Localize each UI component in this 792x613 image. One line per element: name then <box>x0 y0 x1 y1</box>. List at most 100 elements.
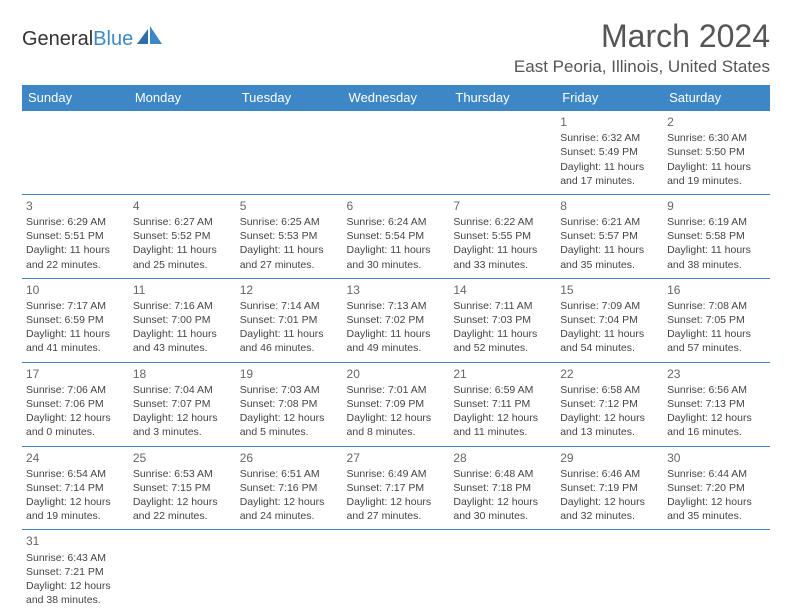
sunset-text: Sunset: 7:15 PM <box>133 481 232 495</box>
sunset-text: Sunset: 7:11 PM <box>453 397 552 411</box>
weekday-header: Friday <box>556 85 663 111</box>
daylight-text: Daylight: 11 hours and 46 minutes. <box>240 327 339 355</box>
calendar-cell: 21Sunrise: 6:59 AMSunset: 7:11 PMDayligh… <box>449 362 556 446</box>
sunrise-text: Sunrise: 7:13 AM <box>347 299 446 313</box>
calendar-cell: 27Sunrise: 6:49 AMSunset: 7:17 PMDayligh… <box>343 446 450 530</box>
sunset-text: Sunset: 7:03 PM <box>453 313 552 327</box>
weekday-header: Saturday <box>663 85 770 111</box>
sunset-text: Sunset: 7:07 PM <box>133 397 232 411</box>
sunrise-text: Sunrise: 7:11 AM <box>453 299 552 313</box>
daylight-text: Daylight: 12 hours and 3 minutes. <box>133 411 232 439</box>
sunset-text: Sunset: 7:00 PM <box>133 313 232 327</box>
calendar-cell: 23Sunrise: 6:56 AMSunset: 7:13 PMDayligh… <box>663 362 770 446</box>
sunrise-text: Sunrise: 6:43 AM <box>26 551 125 565</box>
day-number: 13 <box>347 282 446 298</box>
day-number: 4 <box>133 198 232 214</box>
daylight-text: Daylight: 12 hours and 32 minutes. <box>560 495 659 523</box>
daylight-text: Daylight: 12 hours and 27 minutes. <box>347 495 446 523</box>
calendar-cell: 6Sunrise: 6:24 AMSunset: 5:54 PMDaylight… <box>343 194 450 278</box>
calendar-cell: 1Sunrise: 6:32 AMSunset: 5:49 PMDaylight… <box>556 111 663 195</box>
sunset-text: Sunset: 7:12 PM <box>560 397 659 411</box>
day-number: 29 <box>560 450 659 466</box>
sunrise-text: Sunrise: 7:06 AM <box>26 383 125 397</box>
day-number: 12 <box>240 282 339 298</box>
day-number: 7 <box>453 198 552 214</box>
daylight-text: Daylight: 11 hours and 27 minutes. <box>240 243 339 271</box>
daylight-text: Daylight: 12 hours and 8 minutes. <box>347 411 446 439</box>
weekday-header: Sunday <box>22 85 129 111</box>
calendar-cell: 28Sunrise: 6:48 AMSunset: 7:18 PMDayligh… <box>449 446 556 530</box>
sunset-text: Sunset: 7:01 PM <box>240 313 339 327</box>
daylight-text: Daylight: 12 hours and 16 minutes. <box>667 411 766 439</box>
calendar-cell <box>343 111 450 195</box>
day-number: 15 <box>560 282 659 298</box>
daylight-text: Daylight: 12 hours and 38 minutes. <box>26 579 125 607</box>
calendar-cell: 9Sunrise: 6:19 AMSunset: 5:58 PMDaylight… <box>663 194 770 278</box>
calendar-cell <box>129 530 236 613</box>
weekday-header: Wednesday <box>343 85 450 111</box>
day-number: 20 <box>347 366 446 382</box>
calendar-cell <box>449 530 556 613</box>
daylight-text: Daylight: 12 hours and 24 minutes. <box>240 495 339 523</box>
calendar-cell: 13Sunrise: 7:13 AMSunset: 7:02 PMDayligh… <box>343 278 450 362</box>
sunrise-text: Sunrise: 6:21 AM <box>560 215 659 229</box>
calendar-cell: 2Sunrise: 6:30 AMSunset: 5:50 PMDaylight… <box>663 111 770 195</box>
calendar-cell: 12Sunrise: 7:14 AMSunset: 7:01 PMDayligh… <box>236 278 343 362</box>
calendar-cell: 30Sunrise: 6:44 AMSunset: 7:20 PMDayligh… <box>663 446 770 530</box>
calendar-cell: 15Sunrise: 7:09 AMSunset: 7:04 PMDayligh… <box>556 278 663 362</box>
sunset-text: Sunset: 7:02 PM <box>347 313 446 327</box>
daylight-text: Daylight: 12 hours and 13 minutes. <box>560 411 659 439</box>
location-text: East Peoria, Illinois, United States <box>514 57 770 77</box>
day-number: 14 <box>453 282 552 298</box>
sunrise-text: Sunrise: 6:51 AM <box>240 467 339 481</box>
daylight-text: Daylight: 12 hours and 5 minutes. <box>240 411 339 439</box>
daylight-text: Daylight: 12 hours and 11 minutes. <box>453 411 552 439</box>
logo-text-1: General <box>22 28 93 51</box>
sunset-text: Sunset: 5:50 PM <box>667 145 766 159</box>
daylight-text: Daylight: 11 hours and 57 minutes. <box>667 327 766 355</box>
day-number: 1 <box>560 114 659 130</box>
calendar-cell <box>556 530 663 613</box>
day-number: 24 <box>26 450 125 466</box>
sunset-text: Sunset: 7:19 PM <box>560 481 659 495</box>
calendar-cell <box>663 530 770 613</box>
calendar-cell: 31Sunrise: 6:43 AMSunset: 7:21 PMDayligh… <box>22 530 129 613</box>
sunrise-text: Sunrise: 6:56 AM <box>667 383 766 397</box>
day-number: 6 <box>347 198 446 214</box>
calendar-cell: 26Sunrise: 6:51 AMSunset: 7:16 PMDayligh… <box>236 446 343 530</box>
sunrise-text: Sunrise: 6:48 AM <box>453 467 552 481</box>
month-title: March 2024 <box>514 18 770 55</box>
daylight-text: Daylight: 11 hours and 35 minutes. <box>560 243 659 271</box>
sunset-text: Sunset: 5:51 PM <box>26 229 125 243</box>
sunrise-text: Sunrise: 6:54 AM <box>26 467 125 481</box>
day-number: 17 <box>26 366 125 382</box>
sunrise-text: Sunrise: 7:03 AM <box>240 383 339 397</box>
sunset-text: Sunset: 7:17 PM <box>347 481 446 495</box>
day-number: 9 <box>667 198 766 214</box>
calendar-cell <box>343 530 450 613</box>
title-block: March 2024 East Peoria, Illinois, United… <box>514 18 770 77</box>
sunset-text: Sunset: 7:18 PM <box>453 481 552 495</box>
daylight-text: Daylight: 11 hours and 22 minutes. <box>26 243 125 271</box>
calendar-cell: 8Sunrise: 6:21 AMSunset: 5:57 PMDaylight… <box>556 194 663 278</box>
daylight-text: Daylight: 11 hours and 54 minutes. <box>560 327 659 355</box>
sunset-text: Sunset: 7:20 PM <box>667 481 766 495</box>
day-number: 23 <box>667 366 766 382</box>
daylight-text: Daylight: 11 hours and 25 minutes. <box>133 243 232 271</box>
calendar-cell <box>449 111 556 195</box>
weekday-header: Monday <box>129 85 236 111</box>
weekday-header: Tuesday <box>236 85 343 111</box>
daylight-text: Daylight: 12 hours and 30 minutes. <box>453 495 552 523</box>
day-number: 22 <box>560 366 659 382</box>
sunset-text: Sunset: 6:59 PM <box>26 313 125 327</box>
sunset-text: Sunset: 5:49 PM <box>560 145 659 159</box>
sunrise-text: Sunrise: 6:19 AM <box>667 215 766 229</box>
day-number: 28 <box>453 450 552 466</box>
calendar-body: 1Sunrise: 6:32 AMSunset: 5:49 PMDaylight… <box>22 111 770 613</box>
day-number: 5 <box>240 198 339 214</box>
sunset-text: Sunset: 7:09 PM <box>347 397 446 411</box>
calendar-cell: 19Sunrise: 7:03 AMSunset: 7:08 PMDayligh… <box>236 362 343 446</box>
sunset-text: Sunset: 7:14 PM <box>26 481 125 495</box>
sunset-text: Sunset: 5:53 PM <box>240 229 339 243</box>
daylight-text: Daylight: 11 hours and 30 minutes. <box>347 243 446 271</box>
